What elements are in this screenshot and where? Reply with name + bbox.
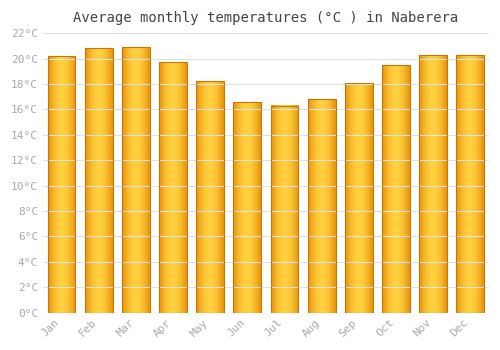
Bar: [308, 99, 336, 313]
Bar: [48, 56, 76, 313]
Bar: [122, 47, 150, 313]
Title: Average monthly temperatures (°C ) in Naberera: Average monthly temperatures (°C ) in Na…: [74, 11, 458, 25]
Bar: [159, 62, 187, 313]
Bar: [85, 48, 112, 313]
Bar: [345, 83, 373, 313]
Bar: [456, 55, 484, 313]
Bar: [196, 82, 224, 313]
Bar: [382, 65, 410, 313]
Bar: [419, 55, 447, 313]
Bar: [270, 106, 298, 313]
Bar: [234, 102, 262, 313]
